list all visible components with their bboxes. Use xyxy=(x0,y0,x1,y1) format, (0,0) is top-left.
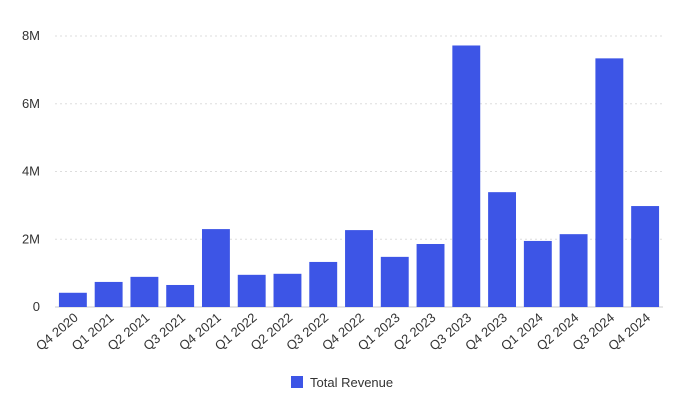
bar-q3-2024[interactable] xyxy=(595,58,624,307)
y-tick-label: 8M xyxy=(22,28,40,43)
bar-q3-2022[interactable] xyxy=(309,261,338,307)
bar-q4-2023[interactable] xyxy=(488,192,517,307)
bar-q1-2022[interactable] xyxy=(237,274,266,307)
bars xyxy=(58,45,660,308)
bar-q2-2021[interactable] xyxy=(130,276,159,307)
bar-q4-2020[interactable] xyxy=(58,292,87,307)
bar-q2-2024[interactable] xyxy=(559,234,588,307)
y-tick-label: 6M xyxy=(22,96,40,111)
bar-q1-2021[interactable] xyxy=(94,281,123,307)
bar-q2-2023[interactable] xyxy=(416,243,445,307)
bar-q1-2024[interactable] xyxy=(523,240,552,307)
bar-q4-2024[interactable] xyxy=(631,206,660,307)
y-tick-label: 4M xyxy=(22,164,40,179)
y-tick-label: 2M xyxy=(22,231,40,246)
bar-q3-2021[interactable] xyxy=(166,284,195,307)
y-tick-label: 0 xyxy=(33,299,40,314)
legend-swatch[interactable] xyxy=(291,376,303,388)
bar-q4-2021[interactable] xyxy=(201,229,230,307)
bar-q3-2023[interactable] xyxy=(452,45,481,308)
y-axis: 0 2M 4M 6M 8M xyxy=(22,28,40,314)
legend[interactable]: Total Revenue xyxy=(291,375,393,390)
bar-q4-2022[interactable] xyxy=(345,230,373,307)
bar-q2-2022[interactable] xyxy=(273,273,302,307)
bar-q1-2023[interactable] xyxy=(380,256,409,307)
legend-label[interactable]: Total Revenue xyxy=(310,375,393,390)
